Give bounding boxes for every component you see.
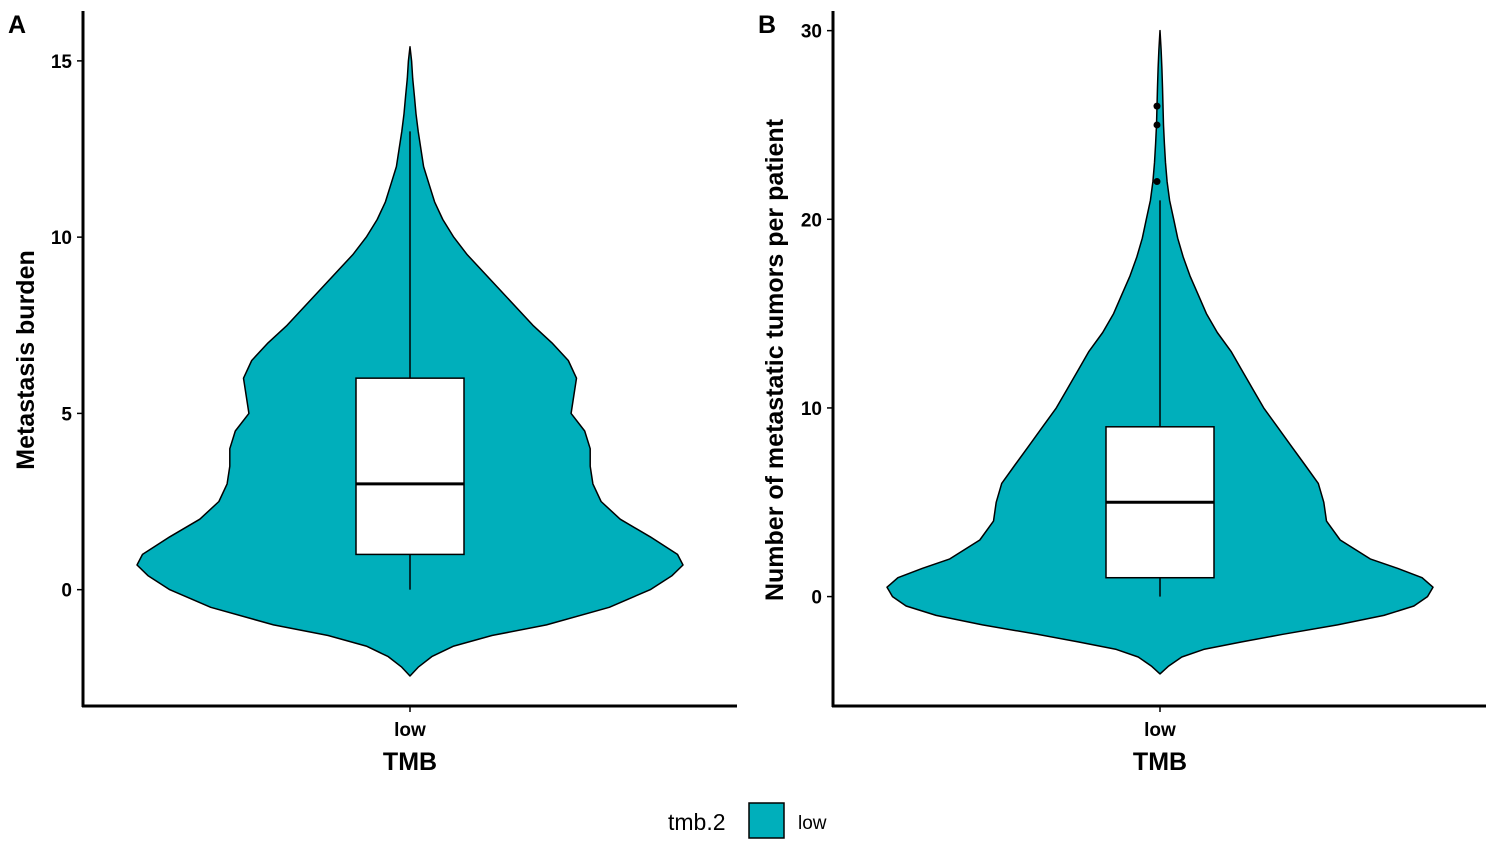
panel-a: A Metastasis burden TMB low 0 5 10 15	[8, 11, 737, 776]
panel-b-y-tick-label: 30	[801, 22, 822, 43]
panel-a-y-tick-label: 15	[51, 52, 73, 73]
legend: tmb.2 low	[668, 802, 827, 839]
panel-b-y-tick-label: 20	[801, 210, 822, 231]
panel-b-x-axis-title: TMB	[1133, 748, 1187, 776]
panel-b-outlier-point	[1153, 121, 1161, 129]
panel-b-x-tick-label: low	[1144, 720, 1176, 741]
panel-b-outlier-point	[1153, 178, 1161, 186]
panel-b-y-tick-label: 10	[801, 399, 822, 420]
panel-b-tag: B	[758, 11, 776, 39]
legend-label-low: low	[798, 813, 827, 834]
panel-b-outlier-point	[1153, 102, 1161, 110]
panel-a-y-tick-label: 0	[61, 581, 72, 602]
panel-a-x-tick-label: low	[394, 720, 426, 741]
panel-a-tag: A	[8, 11, 26, 39]
panel-a-x-axis-title: TMB	[383, 748, 437, 776]
panel-a-y-tick-label: 5	[61, 404, 72, 425]
panel-b-y-tick-label: 0	[811, 588, 822, 609]
panel-b-y-axis-title: Number of metastatic tumors per patient	[761, 118, 789, 601]
panel-a-y-tick-label: 10	[51, 228, 72, 249]
legend-key-low	[748, 802, 785, 839]
panel-a-box	[355, 377, 465, 556]
panel-b: B Number of metastatic tumors per patien…	[758, 11, 1486, 776]
legend-title: tmb.2	[668, 809, 726, 835]
panel-a-y-axis-title: Metastasis burden	[12, 250, 40, 470]
